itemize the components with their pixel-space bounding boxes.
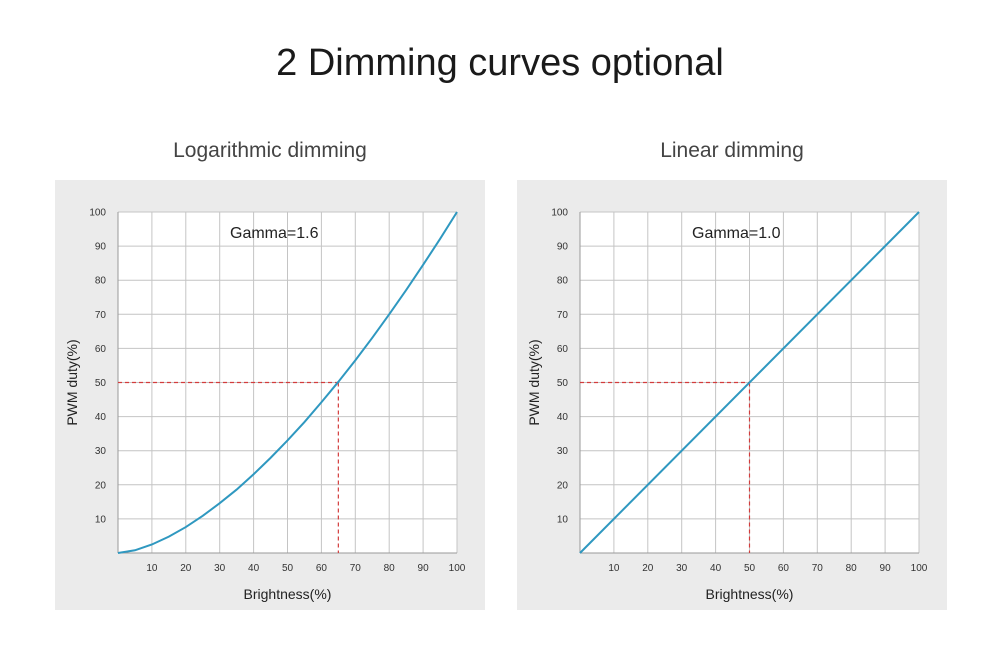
page-title: 2 Dimming curves optional	[276, 42, 724, 84]
series-line	[579, 211, 920, 554]
x-tick-label: 40	[710, 563, 722, 574]
x-tick-label: 60	[316, 563, 328, 574]
x-tick-label: 50	[282, 563, 294, 574]
gamma-annotation: Gamma=1.0	[692, 225, 781, 242]
chart-panel-logarithmic: 10 20 30 40 50 60 70 80 90 100 10 20 30 40 50 60 70 80 90 1…	[55, 180, 485, 610]
x-tick-label: 90	[418, 563, 430, 574]
y-tick-label: 30	[95, 446, 107, 457]
y-axis-label: PWM duty(%)	[64, 339, 80, 425]
y-tick-label: 50	[557, 378, 569, 389]
x-tick-label: 90	[880, 563, 892, 574]
y-tick-label: 30	[557, 446, 569, 457]
y-tick-label: 80	[95, 276, 107, 287]
x-tick-label: 10	[608, 563, 620, 574]
y-tick-label: 90	[557, 242, 569, 253]
y-tick-label: 50	[95, 378, 107, 389]
x-tick-label: 100	[911, 563, 928, 574]
x-tick-label: 20	[642, 563, 654, 574]
x-tick-label: 50	[744, 563, 756, 574]
x-tick-label: 30	[676, 563, 688, 574]
y-tick-label: 90	[95, 242, 107, 253]
chart-svg-linear: 10 20 30 40 50 60 70 80 90 100 10 20 30 40 50 60 70 80 90 1…	[517, 180, 947, 610]
x-axis-label: Brightness(%)	[706, 586, 794, 602]
y-tick-label: 60	[557, 344, 569, 355]
y-tick-label: 20	[95, 480, 107, 491]
chart-title-logarithmic: Logarithmic dimming	[173, 139, 367, 162]
x-tick-label: 60	[778, 563, 790, 574]
x-tick-label: 40	[248, 563, 260, 574]
y-tick-label: 20	[557, 480, 569, 491]
y-tick-label: 60	[95, 344, 107, 355]
y-axis-label: PWM duty(%)	[526, 339, 542, 425]
x-tick-label: 100	[449, 563, 466, 574]
x-tick-label: 70	[350, 563, 362, 574]
y-tick-label: 10	[557, 514, 569, 525]
y-tick-label: 100	[551, 208, 568, 219]
x-tick-label: 80	[384, 563, 396, 574]
x-tick-label: 80	[846, 563, 858, 574]
gamma-annotation: Gamma=1.6	[230, 225, 319, 242]
x-tick-label: 70	[812, 563, 824, 574]
y-tick-label: 70	[557, 310, 569, 321]
x-tick-label: 20	[180, 563, 192, 574]
series-line	[117, 211, 458, 554]
chart-panel-linear: 10 20 30 40 50 60 70 80 90 100 10 20 30 40 50 60 70 80 90 1…	[517, 180, 947, 610]
x-tick-label: 30	[214, 563, 226, 574]
y-tick-label: 40	[95, 412, 107, 423]
x-tick-label: 10	[146, 563, 158, 574]
y-tick-label: 10	[95, 514, 107, 525]
x-axis-label: Brightness(%)	[244, 586, 332, 602]
y-tick-label: 70	[95, 310, 107, 321]
chart-title-linear: Linear dimming	[660, 139, 804, 162]
y-tick-label: 100	[89, 208, 106, 219]
y-tick-label: 40	[557, 412, 569, 423]
y-tick-label: 80	[557, 276, 569, 287]
chart-svg-logarithmic: 10 20 30 40 50 60 70 80 90 100 10 20 30 40 50 60 70 80 90 1…	[55, 180, 485, 610]
